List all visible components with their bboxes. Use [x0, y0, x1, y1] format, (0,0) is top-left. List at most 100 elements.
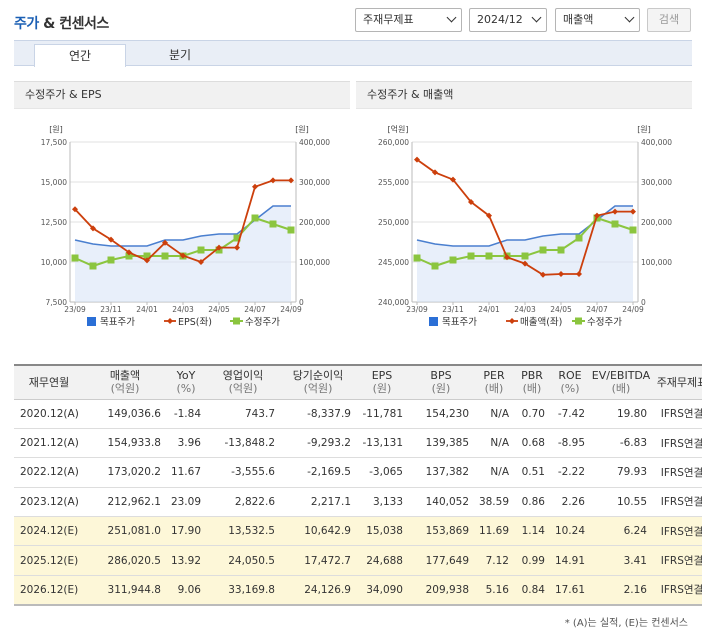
sales-chart: [억원] [원] 260,000 255,000 250,000 245,000 240,0… [378, 124, 672, 328]
right-tick-label: 0 [299, 298, 304, 307]
left-tick-label: 10,000 [41, 258, 67, 267]
left-series-point [486, 212, 492, 219]
column-header-unit: (억원) [110, 382, 140, 396]
left-axis-unit: [억원] [388, 124, 409, 134]
table-cell: N/A [474, 399, 514, 429]
table-row: 2026.12(E) 311,944.8 9.06 33,169.8 24,126.9 3… [14, 575, 702, 606]
x-tick-label: 24/05 [550, 305, 572, 314]
table-cell: -8,337.9 [280, 399, 356, 429]
table-row: 2022.12(A) 173,020.2 11.67 -3,555.6 -2,169.5… [14, 457, 702, 488]
table-cell: 154,933.8 [84, 428, 166, 459]
x-tick-label: 23/11 [442, 305, 464, 314]
table-cell: 251,081.0 [84, 516, 166, 547]
left-tick-label: 255,000 [378, 178, 409, 187]
table-cell: 5.16 [474, 575, 514, 606]
tab-quarterly[interactable]: 분기 [168, 48, 192, 62]
left-series-point [144, 257, 150, 264]
column-header: EV/EBITDA (배) [590, 364, 652, 400]
table-cell: -11,781 [356, 399, 408, 429]
left-series-point [252, 183, 258, 190]
table-cell: 24,688 [356, 545, 408, 576]
column-header-label: PBR [521, 369, 543, 383]
adjusted-price-point [575, 234, 583, 242]
adjusted-price-point [611, 220, 619, 228]
table-row: 2021.12(A) 154,933.8 3.96 -13,848.2 -9,293.2… [14, 428, 702, 459]
table-row: 2020.12(A) 149,036.6 -1.84 743.7 -8,337.9 -11… [14, 399, 702, 429]
column-header-unit: (%) [560, 382, 580, 396]
table-cell: 743.7 [206, 399, 280, 429]
table-cell: 24,126.9 [280, 575, 356, 606]
table-cell: 0.99 [514, 545, 550, 576]
left-series-point [612, 208, 618, 215]
x-tick-label: 23/09 [64, 305, 86, 314]
legend-label: 수정주가 [245, 317, 280, 328]
metric-value: 매출액 [563, 13, 594, 26]
column-header: 주재무제표 [652, 364, 702, 400]
column-header: 당기순이익 (억원) [280, 364, 356, 400]
left-series-point [522, 260, 528, 267]
adjusted-price-point [89, 262, 97, 270]
table-cell: 154,230 [408, 399, 474, 429]
table-cell: 140,052 [408, 487, 474, 518]
column-header-unit: (원) [431, 382, 451, 396]
footnote: * (A)는 실적, (E)는 컨센서스 [564, 618, 688, 629]
table-cell: 9.06 [166, 575, 206, 606]
table-cell: 19.80 [590, 399, 652, 429]
left-series-point [72, 206, 78, 213]
table-cell: 2021.12(A) [14, 428, 84, 459]
table-cell: 286,020.5 [84, 545, 166, 576]
left-series-point [108, 236, 114, 243]
column-header-unit: (%) [176, 382, 196, 396]
right-tick-label: 400,000 [299, 138, 330, 147]
adjusted-price-point [71, 254, 79, 262]
table-cell: 0.51 [514, 457, 550, 488]
legend-label: 목표주가 [100, 317, 135, 328]
table-cell: N/A [474, 457, 514, 488]
table-cell: 3.96 [166, 428, 206, 459]
column-header-label: EV/EBITDA [591, 369, 651, 383]
report-type-select[interactable]: 주재무제표 [355, 8, 462, 32]
report-type-value: 주재무제표 [363, 13, 414, 26]
table-cell: 34,090 [356, 575, 408, 606]
column-header: 매출액 (억원) [84, 364, 166, 400]
chevron-down-icon [531, 12, 542, 23]
column-header-unit: (배) [522, 382, 542, 396]
column-header: 영업이익 (억원) [206, 364, 280, 400]
tab-annual[interactable]: 연간 [34, 44, 126, 67]
adjusted-price-point [521, 252, 529, 260]
table-cell: IFRS연결 [652, 487, 702, 518]
left-tick-label: 240,000 [378, 298, 409, 307]
chevron-down-icon [624, 12, 635, 23]
table-cell: 0.84 [514, 575, 550, 606]
table-cell: IFRS연결 [652, 399, 702, 429]
adjusted-price-point [269, 220, 277, 228]
table-cell: 17,472.7 [280, 545, 356, 576]
financial-table: 재무연월 매출액 (억원) YoY (%) 영업이익 (억원) 당기순이익 (억원) EPS (원)… [14, 364, 702, 606]
table-cell: 0.68 [514, 428, 550, 459]
table-cell: 13,532.5 [206, 516, 280, 547]
column-header-label: EPS [371, 369, 393, 383]
metric-select[interactable]: 매출액 [555, 8, 640, 32]
right-tick-label: 300,000 [299, 178, 330, 187]
table-cell: -1.84 [166, 399, 206, 429]
left-series-point [576, 271, 582, 277]
title-main: 주가 [14, 16, 39, 32]
left-series-point [270, 177, 276, 184]
left-tick-label: 245,000 [378, 258, 409, 267]
table-cell: 17.61 [550, 575, 590, 606]
table-cell: -2.22 [550, 457, 590, 488]
left-series-point [558, 271, 564, 277]
table-cell: IFRS연결 [652, 545, 702, 576]
period-select[interactable]: 2024/12 [469, 8, 547, 32]
column-header: EPS (원) [356, 364, 408, 400]
search-button[interactable]: 검색 [647, 8, 691, 32]
table-cell: 0.86 [514, 487, 550, 518]
x-tick-label: 24/01 [478, 305, 500, 314]
legend-swatch-target [87, 317, 96, 326]
left-series-point [288, 177, 294, 184]
legend-label: 매출액(좌) [520, 316, 562, 328]
left-series-point [468, 199, 474, 205]
adjusted-price-point [233, 234, 241, 242]
table-cell: 13.92 [166, 545, 206, 576]
legend-marker-left [509, 318, 515, 324]
